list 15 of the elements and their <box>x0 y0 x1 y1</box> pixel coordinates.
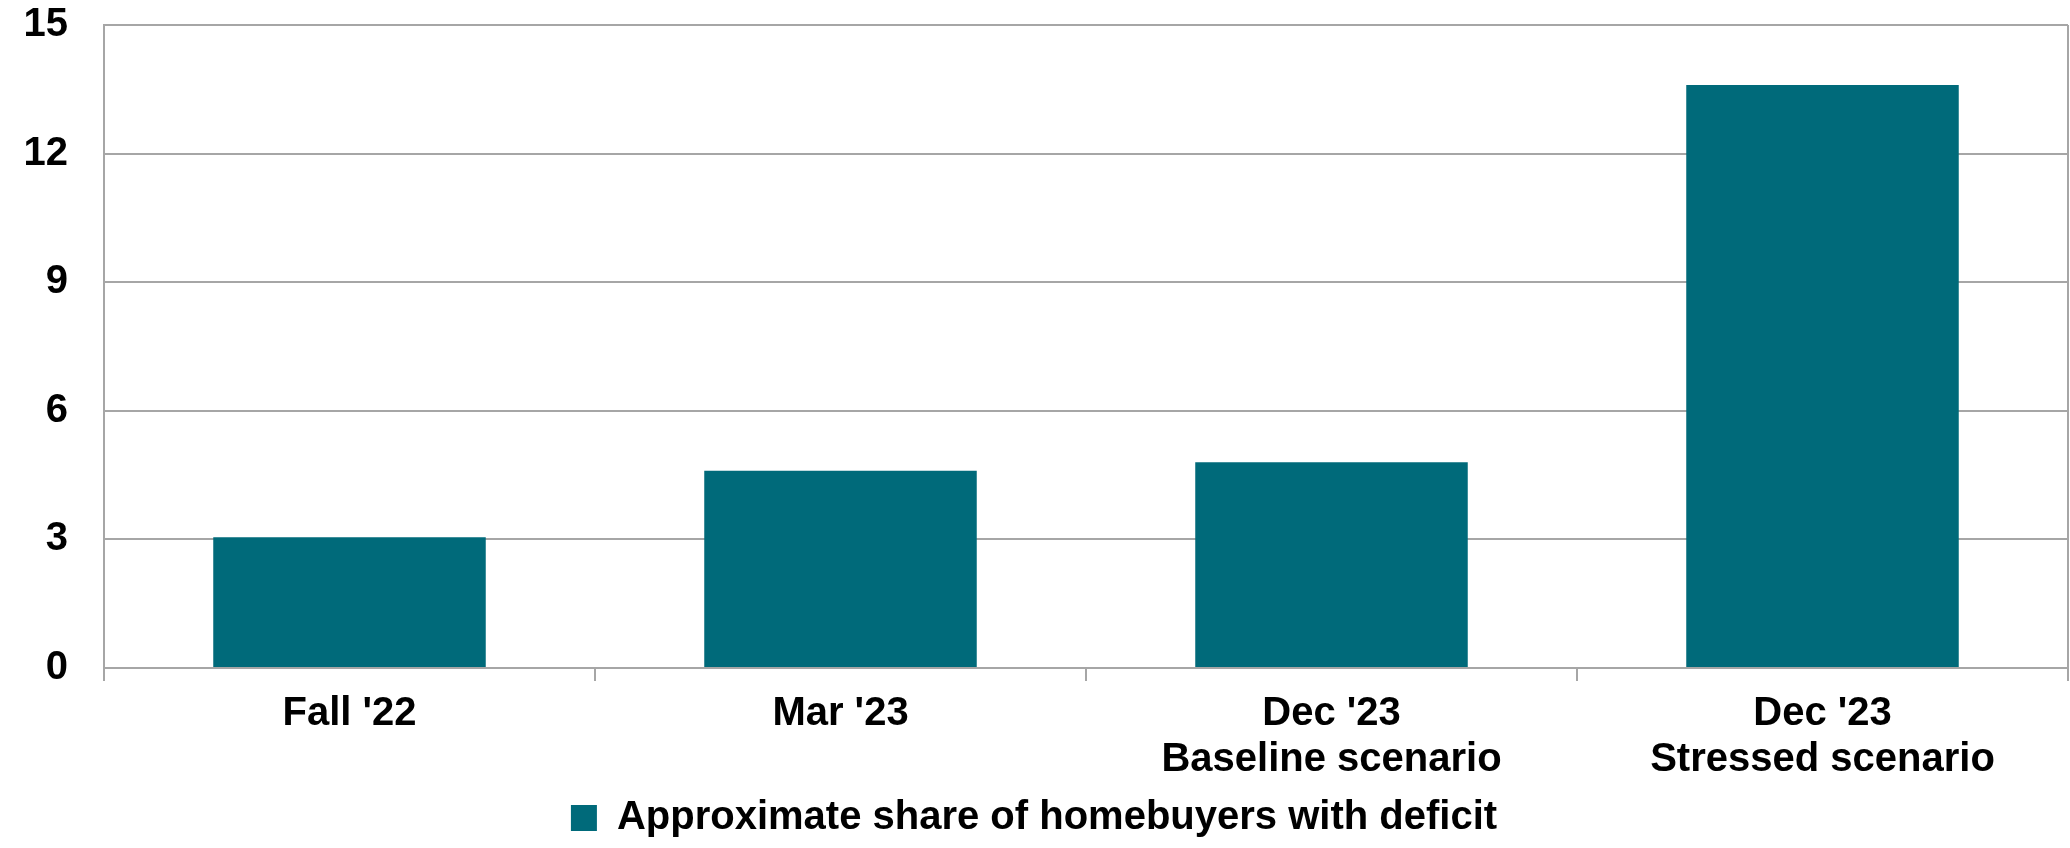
x-tick-label: Dec '23 Baseline scenario <box>1161 689 1502 780</box>
bar <box>1195 462 1468 667</box>
bar <box>704 470 977 667</box>
x-tick-label: Dec '23 Stressed scenario <box>1650 689 1995 780</box>
y-tick-label: 3 <box>45 514 68 559</box>
y-tick-label: 15 <box>23 0 68 45</box>
y-tick-label: 0 <box>45 643 68 688</box>
bar <box>213 537 486 667</box>
x-tick-label: Mar '23 <box>772 689 909 734</box>
y-tick-label: 12 <box>23 128 68 173</box>
x-tick-label: Fall '22 <box>282 689 417 734</box>
y-tick-label: 6 <box>45 385 68 430</box>
bar <box>1686 85 1959 667</box>
y-tick-label: 9 <box>45 257 68 302</box>
legend-label: Approximate share of homebuyers with deficit <box>616 793 1498 838</box>
